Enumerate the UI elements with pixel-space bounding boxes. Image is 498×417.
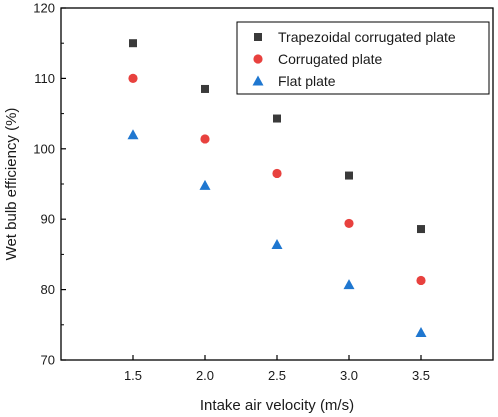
x-tick-label: 3.5	[412, 368, 430, 383]
x-tick-label: 2.0	[196, 368, 214, 383]
data-point	[129, 39, 137, 48]
data-point	[271, 239, 283, 250]
legend-items: Trapezoidal corrugated plate Corrugated p…	[252, 29, 456, 89]
data-point	[415, 327, 427, 338]
data-point	[199, 179, 211, 190]
data-point	[201, 84, 209, 93]
y-tick-label: 120	[33, 1, 55, 16]
y-tick-label: 90	[41, 212, 55, 227]
x-tick-label: 1.5	[124, 368, 142, 383]
data-point	[200, 134, 210, 144]
data-point	[127, 129, 139, 140]
legend-label: Flat plate	[278, 73, 336, 89]
data-point	[128, 73, 138, 83]
data-point	[416, 275, 426, 286]
legend-marker	[254, 33, 262, 41]
y-axis: 70 80 90 100 110 120	[33, 1, 66, 368]
data-point	[417, 225, 425, 234]
y-tick-label: 110	[34, 71, 55, 86]
x-tick-label: 3.0	[340, 368, 358, 383]
legend-marker	[252, 75, 264, 86]
data-point	[344, 218, 354, 229]
x-axis: 1.5 2.0 2.5 3.0 3.5	[124, 355, 430, 383]
y-tick-label: 100	[33, 141, 55, 156]
x-axis-label: Intake air velocity (m/s)	[200, 397, 354, 414]
legend-label: Trapezoidal corrugated plate	[278, 29, 456, 45]
y-axis-label: Wet bulb efficiency (%)	[3, 108, 20, 261]
data-point	[343, 279, 355, 290]
y-tick-label: 70	[41, 353, 55, 368]
data-point	[345, 171, 353, 180]
y-tick-label: 80	[41, 282, 55, 297]
data-points	[127, 39, 427, 338]
legend: Trapezoidal corrugated plate Corrugated p…	[236, 21, 490, 95]
legend-box	[236, 21, 490, 95]
legend-marker	[253, 54, 263, 64]
data-point	[272, 168, 282, 179]
legend-label: Corrugated plate	[278, 51, 383, 67]
x-tick-label: 2.5	[268, 368, 286, 383]
data-point	[273, 114, 281, 123]
